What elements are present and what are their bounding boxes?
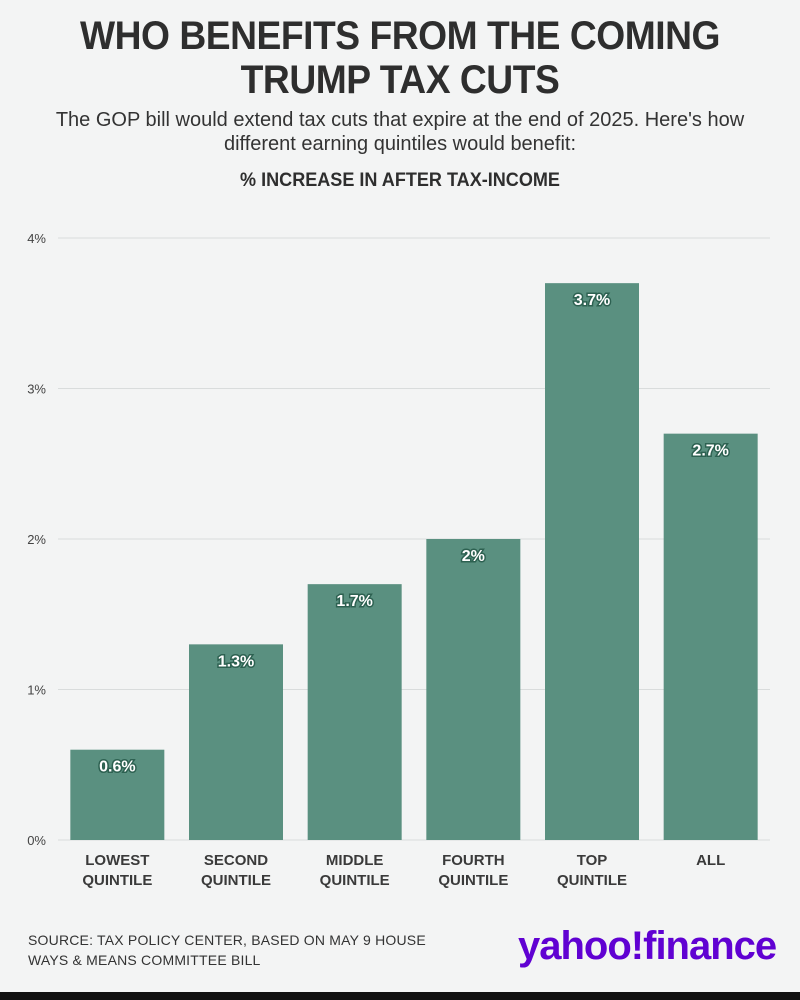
x-tick-label: QUINTILE — [82, 872, 152, 889]
bar-chart: 0% 1% 2% 3% 4% 0.6% LOWEST QUINTILE 1.3% SECOND QU… — [27, 231, 770, 889]
chart-subtitle: The GOP bill would extend tax cuts that … — [0, 108, 800, 156]
chart-title-line-1: WHO BENEFITS FROM THE COMING — [79, 14, 721, 58]
logo-brand: yahoo! — [518, 924, 644, 968]
source-note: SOURCE: TAX POLICY CENTER, BASED ON MAY … — [28, 930, 426, 970]
bar — [545, 283, 639, 840]
chart-heading: % INCREASE IN AFTER TAX-INCOME — [240, 170, 560, 191]
x-tick-label: SECOND — [204, 852, 268, 869]
bar — [426, 539, 521, 840]
bar-value-label: 3.7% — [574, 292, 610, 309]
y-tick-label: 2% — [27, 532, 46, 547]
bar — [663, 433, 758, 840]
bottom-bar — [0, 992, 800, 1000]
bar-value-label: 1.3% — [218, 653, 254, 670]
bar-value-label: 0.6% — [99, 759, 135, 776]
bar — [307, 584, 402, 840]
source-note-line-1: SOURCE: TAX POLICY CENTER, BASED ON MAY … — [28, 932, 426, 948]
chart-title: WHO BENEFITS FROM THE COMING TRUMP TAX C… — [28, 14, 772, 102]
y-tick-label: 4% — [27, 231, 46, 246]
bar — [70, 749, 165, 840]
y-tick-label: 3% — [27, 382, 46, 397]
x-tick-label: TOP — [577, 852, 608, 869]
x-tick-label: QUINTILE — [557, 872, 627, 889]
x-tick-label: QUINTILE — [438, 872, 508, 889]
y-tick-label: 0% — [27, 833, 46, 848]
chart-subtitle-line-2: different earning quintiles would benefi… — [223, 133, 577, 155]
yahoo-finance-logo: yahoo!finance — [518, 922, 777, 970]
x-tick-label: MIDDLE — [326, 852, 384, 869]
source-note-line-2: WAYS & MEANS COMMITTEE BILL — [28, 952, 261, 968]
x-tick-label: ALL — [696, 852, 725, 869]
x-tick-label: QUINTILE — [320, 872, 390, 889]
y-tick-label: 1% — [27, 683, 46, 698]
chart-title-line-2: TRUMP TAX CUTS — [240, 58, 560, 102]
chart-subtitle-line-1: The GOP bill would extend tax cuts that … — [55, 109, 745, 131]
x-tick-label: FOURTH — [442, 852, 505, 869]
bar-value-label: 2.7% — [692, 443, 728, 460]
x-tick-label: QUINTILE — [201, 872, 271, 889]
bar-value-label: 2% — [462, 548, 485, 565]
bar — [189, 644, 283, 840]
x-tick-label: LOWEST — [85, 852, 149, 869]
logo-product: finance — [643, 924, 777, 968]
bar-value-label: 1.7% — [336, 593, 372, 610]
